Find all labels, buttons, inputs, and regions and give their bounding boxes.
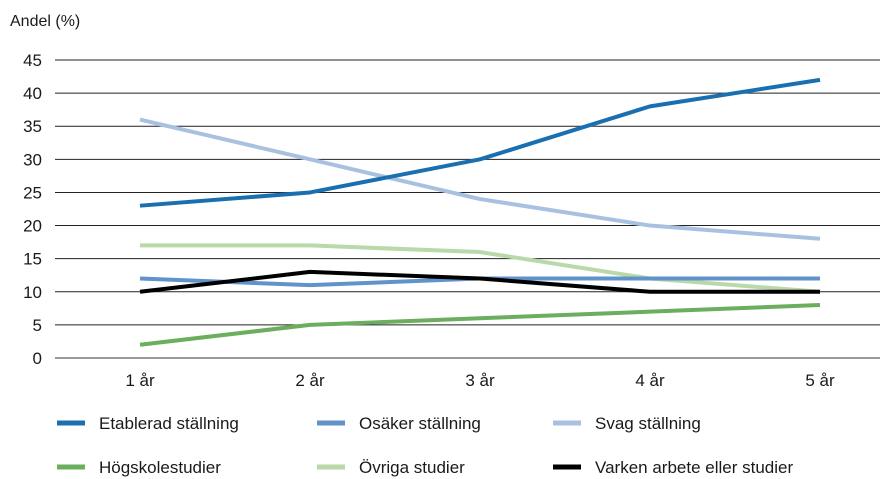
legend-label: Varken arbete eller studier — [595, 458, 793, 477]
series-lines — [139, 77, 821, 347]
legend-label: Etablerad ställning — [99, 414, 239, 433]
y-tick-label: 10 — [23, 283, 42, 302]
gridlines — [55, 59, 880, 359]
x-tick-label: 1 år — [125, 371, 155, 390]
y-tick-label: 25 — [23, 183, 42, 202]
y-tick-label: 0 — [33, 349, 42, 368]
legend-label: Högskolestudier — [99, 458, 221, 477]
y-axis-label: Andel (%) — [10, 13, 80, 30]
series-line-4 — [140, 243, 821, 294]
series-line-5 — [139, 269, 820, 294]
x-tick-label: 2 år — [295, 371, 325, 390]
y-tick-label: 35 — [23, 117, 42, 136]
series-line-2 — [139, 117, 821, 241]
x-tick-label: 5 år — [805, 371, 835, 390]
series-line-3 — [139, 303, 821, 347]
y-tick-label: 40 — [23, 84, 42, 103]
legend-label: Svag ställning — [595, 414, 701, 433]
x-tick-labels: 1 år 2 år 3 år 4 år 5 år — [125, 371, 835, 390]
legend-label: Osäker ställning — [359, 414, 481, 433]
y-tick-label: 20 — [23, 217, 42, 236]
series-line-0 — [139, 77, 821, 208]
legend-label: Övriga studier — [359, 458, 465, 477]
x-tick-label: 4 år — [635, 371, 665, 390]
y-tick-label: 15 — [23, 250, 42, 269]
legend: Etablerad ställning Osäker ställning Svag … — [57, 414, 793, 477]
y-tick-label: 5 — [33, 316, 42, 335]
y-tick-label: 45 — [23, 51, 42, 70]
y-tick-labels: 0 5 10 15 20 25 30 35 40 45 — [23, 51, 42, 368]
y-tick-label: 30 — [23, 150, 42, 169]
x-tick-label: 3 år — [465, 371, 495, 390]
